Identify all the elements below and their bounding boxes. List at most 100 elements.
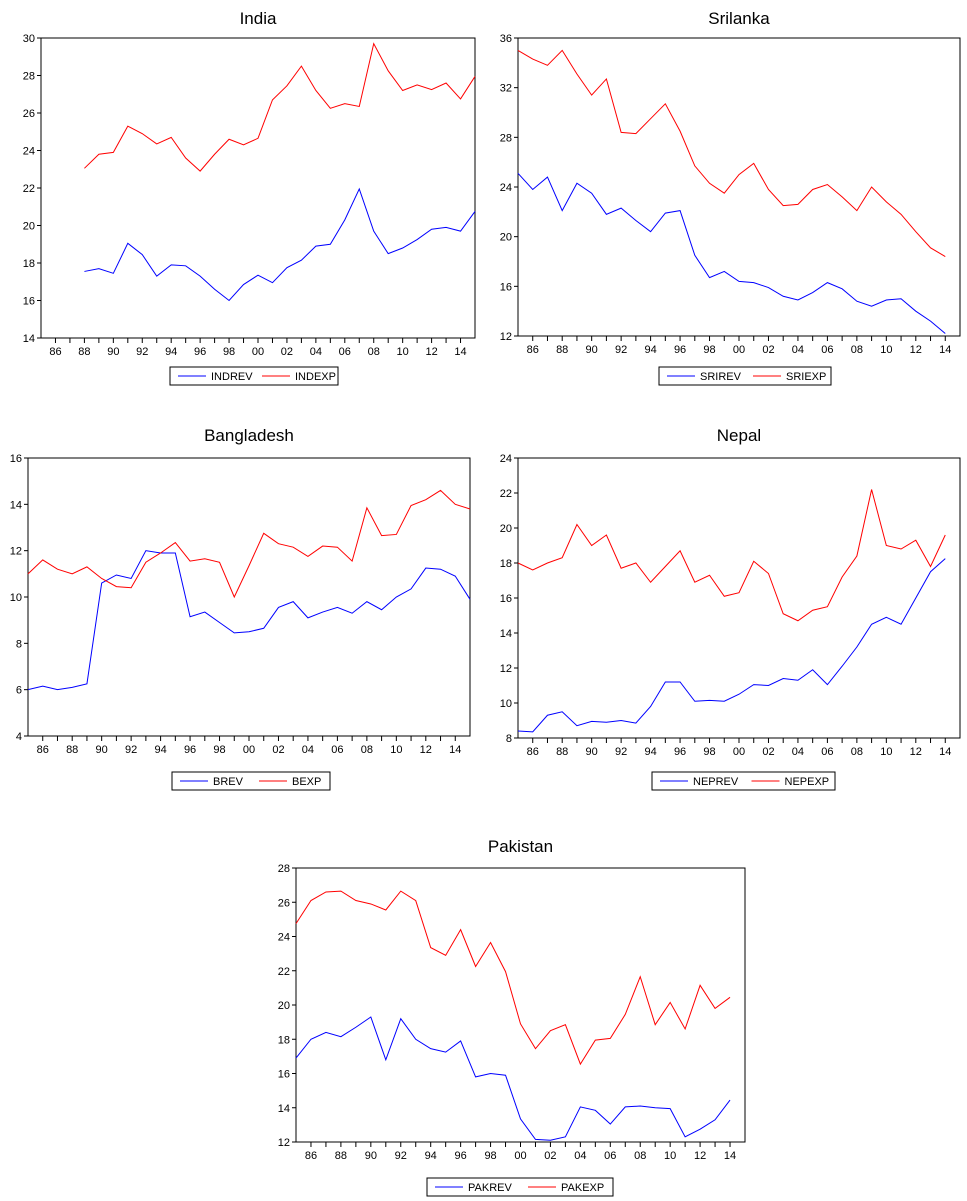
- x-tick-label: 90: [107, 346, 119, 358]
- x-tick-label: 14: [454, 346, 466, 358]
- chart-nepal: Nepal 86 88 90 92 94 96 98 00 02 04 06 08 10 12 14 8 10 12…: [500, 426, 961, 791]
- legend-box: [171, 771, 331, 791]
- series-line-brev: [27, 550, 471, 691]
- series-line-neprev: [517, 558, 946, 733]
- y-tick-label: 22: [23, 183, 35, 195]
- legend-label-indexp: INDEXP: [295, 371, 336, 383]
- x-tick-label: 06: [821, 344, 833, 356]
- x-tick-label: 12: [694, 1150, 706, 1162]
- legend-box: [651, 771, 836, 791]
- x-tick-label: 10: [880, 746, 892, 758]
- x-tick-label: 10: [664, 1150, 676, 1162]
- plot-frame: [295, 867, 746, 1143]
- x-tick-label: 12: [910, 746, 922, 758]
- y-tick-label: 20: [500, 232, 512, 244]
- x-tick-label: 86: [527, 344, 539, 356]
- series-line-srirev: [517, 173, 946, 334]
- y-tick-label: 24: [500, 182, 512, 194]
- x-tick-label: 94: [644, 746, 656, 758]
- chart-india: India 86 88 90 92 94 96 98 00 02 04 06 08 10 12 14 14 16 1…: [23, 9, 476, 386]
- legend-label-indrev: INDREV: [211, 371, 253, 383]
- y-tick-label: 14: [278, 1103, 290, 1115]
- x-tick-label: 04: [310, 346, 322, 358]
- y-tick-label: 26: [23, 108, 35, 120]
- x-tick-label: 08: [851, 344, 863, 356]
- y-tick-label: 10: [10, 592, 22, 604]
- x-tick-label: 12: [425, 346, 437, 358]
- y-tick-label: 18: [500, 558, 512, 570]
- x-tick-label: 96: [674, 746, 686, 758]
- x-tick-label: 04: [302, 744, 314, 756]
- x-tick-label: 02: [762, 746, 774, 758]
- y-tick-label: 26: [278, 897, 290, 909]
- chart-pakistan: Pakistan 86 88 90 92 94 96 98 00 02 04 06 08 10 12 14 12…: [278, 837, 746, 1197]
- y-tick-label: 12: [500, 663, 512, 675]
- x-tick-label: 08: [361, 744, 373, 756]
- x-tick-label: 92: [136, 346, 148, 358]
- x-tick-label: 92: [615, 746, 627, 758]
- x-tick-label: 96: [184, 744, 196, 756]
- x-tick-label: 98: [213, 744, 225, 756]
- legend-label-sriexp: SRIEXP: [786, 371, 826, 383]
- x-tick-label: 88: [556, 746, 568, 758]
- x-tick-label: 08: [851, 746, 863, 758]
- legend-label-bexp: BEXP: [292, 776, 321, 788]
- x-tick-label: 10: [880, 344, 892, 356]
- chart-title: Srilanka: [708, 9, 770, 28]
- legend-box: [426, 1177, 614, 1197]
- x-tick-label: 08: [634, 1150, 646, 1162]
- x-tick-label: 98: [223, 346, 235, 358]
- y-tick-label: 32: [500, 83, 512, 95]
- series-line-bexp: [27, 489, 471, 599]
- x-tick-label: 98: [484, 1150, 496, 1162]
- x-tick-label: 00: [243, 744, 255, 756]
- x-tick-label: 06: [821, 746, 833, 758]
- y-tick-label: 16: [500, 593, 512, 605]
- x-tick-label: 00: [733, 344, 745, 356]
- y-tick-label: 36: [500, 33, 512, 45]
- legend-label-neprev: NEPREV: [693, 776, 739, 788]
- chart-title: Pakistan: [488, 837, 553, 856]
- x-tick-label: 10: [390, 744, 402, 756]
- x-tick-label: 98: [703, 344, 715, 356]
- plot-frame: [517, 457, 961, 739]
- x-tick-label: 90: [365, 1150, 377, 1162]
- y-tick-label: 22: [500, 488, 512, 500]
- y-tick-label: 14: [10, 499, 22, 511]
- y-tick-label: 12: [278, 1137, 290, 1149]
- chart-srilanka: Srilanka 86 88 90 92 94 96 98 00 02 04 06 08 10 12 14 12…: [500, 9, 961, 386]
- y-tick-label: 24: [23, 146, 35, 158]
- x-tick-label: 14: [724, 1150, 736, 1162]
- x-tick-label: 06: [331, 744, 343, 756]
- x-tick-label: 94: [154, 744, 166, 756]
- y-tick-label: 14: [23, 333, 35, 345]
- y-tick-label: 28: [23, 71, 35, 83]
- x-tick-label: 02: [762, 344, 774, 356]
- x-tick-label: 88: [335, 1150, 347, 1162]
- x-tick-label: 04: [792, 344, 804, 356]
- series-line-indrev: [84, 187, 476, 302]
- chart-title: Bangladesh: [204, 426, 294, 445]
- y-tick-label: 20: [23, 221, 35, 233]
- x-tick-label: 94: [165, 346, 177, 358]
- x-tick-label: 86: [49, 346, 61, 358]
- x-tick-label: 90: [96, 744, 108, 756]
- x-tick-label: 86: [305, 1150, 317, 1162]
- y-tick-label: 24: [500, 453, 512, 465]
- x-tick-label: 90: [586, 344, 598, 356]
- x-tick-label: 04: [792, 746, 804, 758]
- series-line-sriexp: [517, 49, 946, 257]
- x-tick-label: 02: [544, 1150, 556, 1162]
- x-tick-label: 88: [78, 346, 90, 358]
- x-tick-label: 90: [586, 746, 598, 758]
- y-tick-label: 12: [500, 331, 512, 343]
- y-tick-label: 16: [500, 281, 512, 293]
- legend-label-srirev: SRIREV: [700, 371, 742, 383]
- plot-frame: [27, 457, 471, 737]
- plot-frame: [40, 37, 476, 339]
- x-tick-label: 10: [397, 346, 409, 358]
- legend-label-pakrev: PAKREV: [468, 1182, 512, 1194]
- x-tick-label: 06: [339, 346, 351, 358]
